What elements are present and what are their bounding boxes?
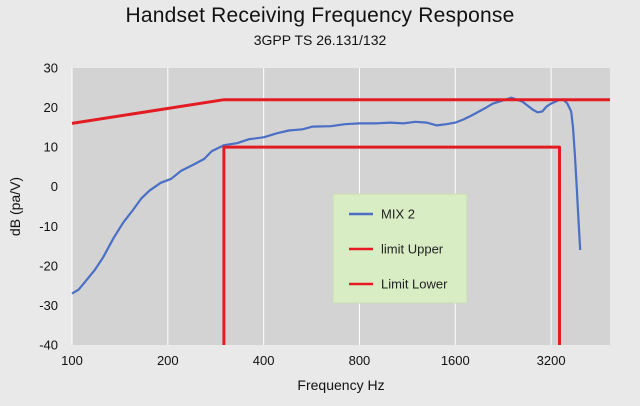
y-tick-label: -30 — [39, 298, 58, 313]
x-tick-label: 200 — [157, 353, 179, 368]
x-tick-label: 400 — [253, 353, 275, 368]
series-line-limit-upper — [71, 98, 610, 125]
legend-entry-label: Limit Lower — [381, 277, 448, 292]
x-axis-ticks: 100 200 400 800 1600 3200 — [61, 353, 565, 368]
x-tick-label: 1600 — [441, 353, 470, 368]
x-tick-label: 3200 — [537, 353, 566, 368]
series-layer — [71, 96, 610, 345]
chart-title: Handset Receiving Frequency Response — [125, 4, 515, 27]
series-line-limit-lower — [222, 145, 561, 345]
x-tick-label: 800 — [349, 353, 371, 368]
legend-entry-label: MIX 2 — [381, 207, 415, 222]
x-tick-label: 100 — [61, 353, 83, 368]
y-axis-ticks: -40 -30 -20 -10 0 10 20 30 — [39, 61, 58, 353]
y-tick-label: 30 — [44, 61, 58, 76]
y-tick-label: 0 — [51, 179, 58, 194]
y-tick-label: -10 — [39, 219, 58, 234]
y-tick-label: 10 — [44, 140, 58, 155]
y-tick-label: 20 — [44, 100, 58, 115]
y-axis-label: dB (pa/V) — [7, 177, 23, 236]
legend-entry-label: limit Upper — [381, 242, 444, 257]
x-axis-label: Frequency Hz — [297, 377, 384, 393]
y-tick-label: -40 — [39, 338, 58, 353]
series-line-mix-2 — [71, 96, 582, 295]
chart-subtitle: 3GPP TS 26.131/132 — [253, 32, 387, 48]
legend: MIX 2 limit Upper Limit Lower — [332, 193, 468, 304]
y-tick-label: -20 — [39, 258, 58, 273]
